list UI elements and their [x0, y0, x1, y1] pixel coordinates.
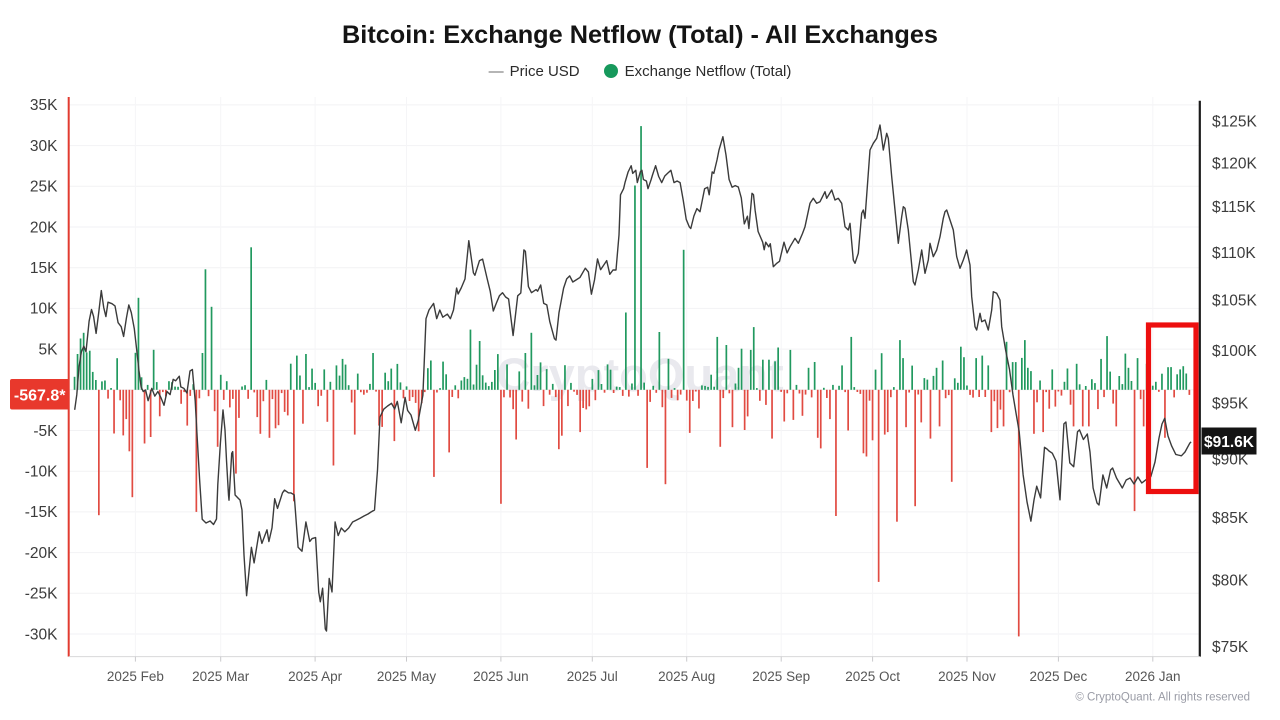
svg-text:$95K: $95K — [1212, 396, 1249, 413]
svg-text:$80K: $80K — [1212, 573, 1249, 590]
svg-text:2025 Jul: 2025 Jul — [567, 669, 618, 684]
svg-text:2025 Feb: 2025 Feb — [107, 669, 164, 684]
svg-text:-20K: -20K — [25, 545, 58, 562]
svg-text:-25K: -25K — [25, 586, 58, 603]
svg-text:25K: 25K — [30, 179, 58, 196]
svg-text:$105K: $105K — [1212, 293, 1257, 310]
svg-text:-10K: -10K — [25, 464, 58, 481]
svg-text:20K: 20K — [30, 219, 58, 236]
svg-text:$125K: $125K — [1212, 113, 1257, 130]
svg-text:15K: 15K — [30, 260, 58, 277]
svg-text:2025 Dec: 2025 Dec — [1030, 669, 1088, 684]
svg-text:2025 Aug: 2025 Aug — [658, 669, 715, 684]
svg-text:$120K: $120K — [1212, 155, 1257, 172]
svg-text:-567.8*: -567.8* — [14, 387, 66, 404]
svg-text:$75K: $75K — [1212, 639, 1249, 656]
svg-text:2025 May: 2025 May — [377, 669, 437, 684]
svg-text:2025 Mar: 2025 Mar — [192, 669, 250, 684]
svg-text:2025 Jun: 2025 Jun — [473, 669, 529, 684]
svg-text:-5K: -5K — [33, 423, 58, 440]
svg-text:© CryptoQuant. All rights rese: © CryptoQuant. All rights reserved — [1075, 692, 1250, 704]
svg-text:2026 Jan: 2026 Jan — [1125, 669, 1181, 684]
svg-text:2025 Apr: 2025 Apr — [288, 669, 343, 684]
svg-text:$115K: $115K — [1212, 199, 1256, 216]
svg-text:5K: 5K — [39, 341, 59, 358]
svg-text:10K: 10K — [30, 301, 58, 318]
svg-text:2025 Sep: 2025 Sep — [752, 669, 810, 684]
svg-text:$91.6K: $91.6K — [1204, 434, 1255, 451]
svg-text:-15K: -15K — [25, 504, 58, 521]
svg-text:2025 Nov: 2025 Nov — [938, 669, 996, 684]
svg-text:$110K: $110K — [1212, 245, 1256, 262]
svg-text:$85K: $85K — [1212, 510, 1249, 527]
svg-text:35K: 35K — [30, 97, 58, 114]
svg-text:$100K: $100K — [1212, 343, 1257, 360]
svg-text:2025 Oct: 2025 Oct — [845, 669, 900, 684]
svg-text:$90K: $90K — [1212, 451, 1249, 468]
svg-text:30K: 30K — [30, 138, 58, 155]
svg-text:-30K: -30K — [25, 626, 58, 643]
